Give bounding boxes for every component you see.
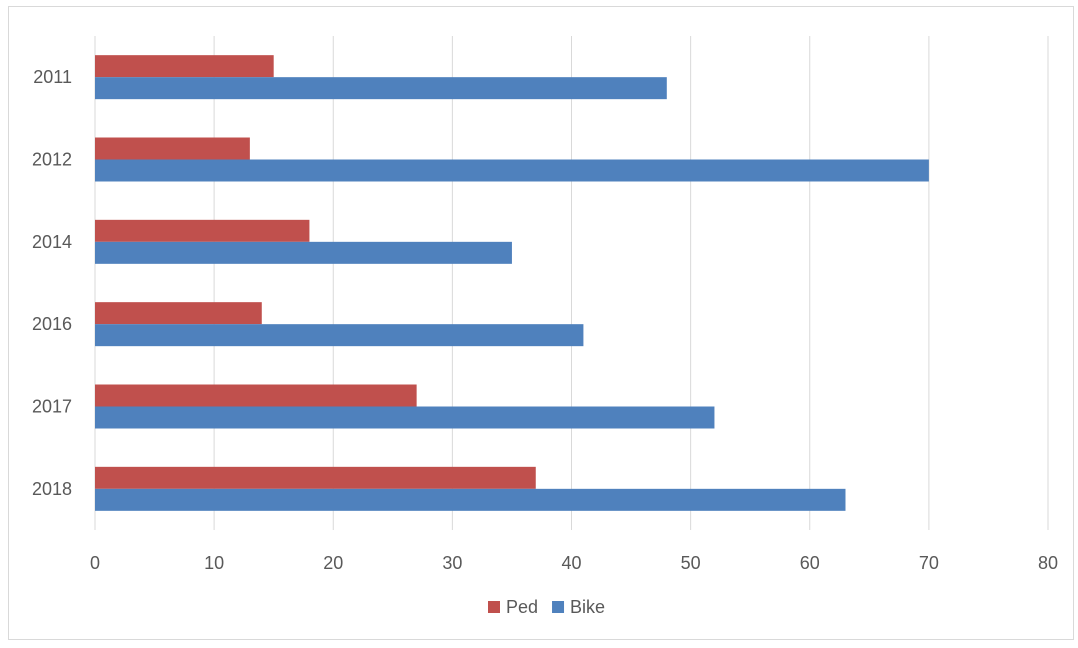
bar-ped-2017	[95, 384, 417, 407]
bar-bike-2016	[95, 324, 584, 347]
bar-bike-2018	[95, 488, 846, 511]
bar-ped-2016	[95, 302, 262, 325]
y-tick-label: 2016	[32, 314, 72, 334]
y-tick-label: 2017	[32, 397, 72, 417]
bar-bike-2017	[95, 406, 715, 429]
x-tick-label: 20	[323, 553, 343, 573]
legend-label-bike: Bike	[570, 597, 605, 617]
x-tick-label: 60	[800, 553, 820, 573]
x-tick-label: 80	[1038, 553, 1058, 573]
legend-swatch-ped	[488, 601, 500, 613]
legend-swatch-bike	[552, 601, 565, 613]
bar-ped-2011	[95, 55, 274, 78]
legend: Ped Bike	[488, 597, 605, 617]
bar-bike-2011	[95, 77, 667, 100]
y-tick-label: 2018	[32, 479, 72, 499]
y-tick-label: 2014	[32, 232, 72, 252]
y-tick-label: 2011	[33, 67, 72, 87]
bar-bike-2012	[95, 159, 929, 182]
y-tick-label: 2012	[32, 150, 72, 170]
gridlines	[94, 36, 1049, 530]
bar-bike-2014	[95, 241, 512, 264]
x-axis-tick-labels: 0 10 20 30 40 50 60 70 80	[90, 553, 1058, 573]
x-tick-label: 10	[204, 553, 224, 573]
legend-label-ped: Ped	[506, 597, 538, 617]
x-tick-label: 40	[561, 553, 581, 573]
bar-ped-2014	[95, 219, 310, 242]
y-axis-tick-labels: 2011 2012 2014 2016 2017 2018	[32, 67, 72, 499]
x-tick-label: 0	[90, 553, 100, 573]
bar-ped-2018	[95, 466, 536, 489]
x-tick-label: 70	[919, 553, 939, 573]
bar-ped-2012	[95, 137, 250, 160]
bars	[95, 55, 929, 511]
x-tick-label: 50	[681, 553, 701, 573]
x-tick-label: 30	[442, 553, 462, 573]
